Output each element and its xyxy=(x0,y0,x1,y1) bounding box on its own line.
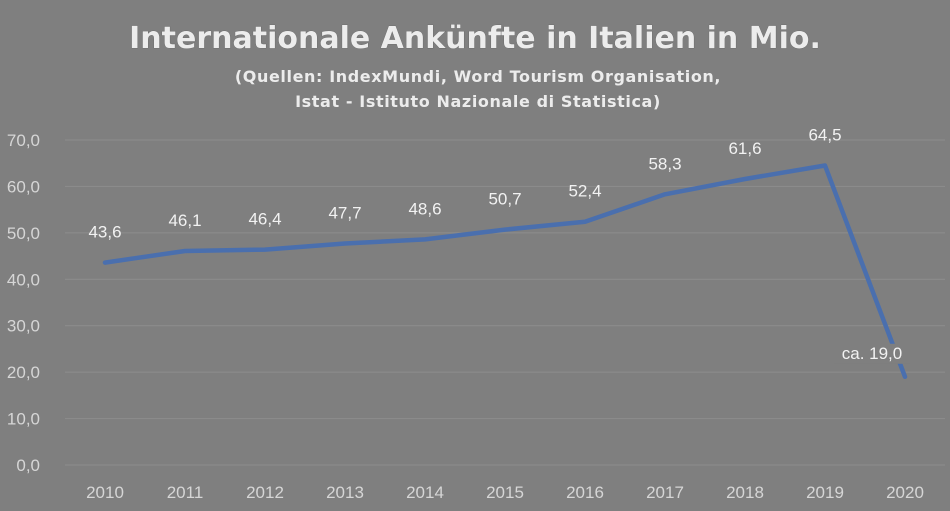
x-axis-tick-labels: 2010 2011 2012 2013 2014 2015 2016 2017 2018 2019… xyxy=(86,483,924,502)
y-tick-label: 50,0 xyxy=(7,224,40,243)
y-tick-label: 40,0 xyxy=(7,270,40,289)
y-tick-label: 10,0 xyxy=(7,410,40,429)
data-label-bg xyxy=(834,343,910,364)
y-axis-tick-labels: 0,0 10,0 20,0 30,0 40,0 50,0 60,0 70,0 xyxy=(7,131,40,475)
data-label: 46,4 xyxy=(248,210,281,229)
series-line xyxy=(102,163,908,380)
x-tick-label: 2019 xyxy=(806,483,844,502)
x-tick-label: 2020 xyxy=(886,483,924,502)
x-tick-label: 2011 xyxy=(167,483,204,502)
x-tick-label: 2017 xyxy=(646,483,684,502)
y-tick-label: 60,0 xyxy=(7,177,40,196)
x-tick-label: 2012 xyxy=(246,483,284,502)
x-tick-label: 2013 xyxy=(326,483,364,502)
data-label: 47,7 xyxy=(328,204,361,223)
data-label: 50,7 xyxy=(488,190,521,209)
y-tick-label: 20,0 xyxy=(7,363,40,382)
data-label: 64,5 xyxy=(808,126,841,145)
series-group xyxy=(102,163,908,380)
data-label: 43,6 xyxy=(88,223,121,242)
chart-subtitle-line-1: (Quellen: IndexMundi, Word Tourism Organ… xyxy=(235,67,721,86)
chart-title: Internationale Ankünfte in Italien in Mi… xyxy=(129,21,821,56)
data-label: 46,1 xyxy=(168,211,201,230)
data-label: 48,6 xyxy=(408,199,441,218)
data-labels: 43,6 46,1 46,4 47,7 48,6 50,7 52,4 58,3 61,6 64,5… xyxy=(88,126,910,364)
data-label: 52,4 xyxy=(568,182,601,201)
x-tick-label: 2015 xyxy=(486,483,524,502)
data-label: 61,6 xyxy=(728,139,761,158)
data-label: ca. 19,0 xyxy=(842,344,903,363)
x-tick-label: 2018 xyxy=(726,483,764,502)
data-label: 58,3 xyxy=(648,154,681,173)
chart-subtitle-line-2: Istat - Istituto Nazionale di Statistica… xyxy=(295,92,661,111)
x-tick-label: 2016 xyxy=(566,483,604,502)
x-tick-label: 2010 xyxy=(86,483,124,502)
y-tick-label: 0,0 xyxy=(16,456,40,475)
y-tick-label: 70,0 xyxy=(7,131,40,150)
gridlines xyxy=(65,139,945,466)
x-tick-label: 2014 xyxy=(406,483,444,502)
y-tick-label: 30,0 xyxy=(7,317,40,336)
